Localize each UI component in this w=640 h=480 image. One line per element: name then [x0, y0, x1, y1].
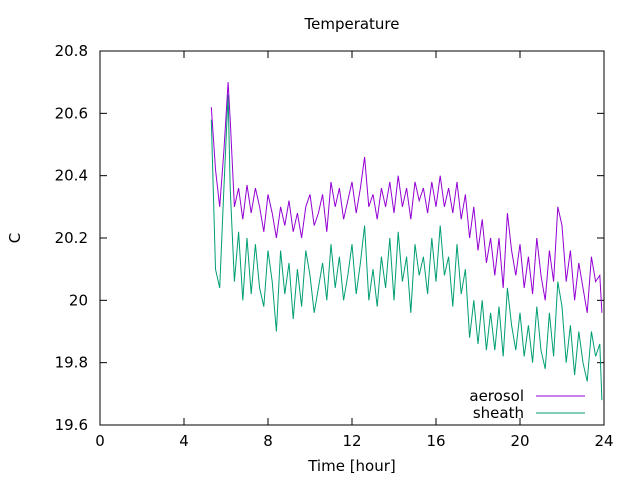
plot-frame	[99, 50, 605, 426]
y-tick-label: 19.6	[55, 416, 88, 434]
legend-label-sheath: sheath	[473, 404, 524, 422]
plot-area	[99, 50, 605, 426]
chart-title: Temperature	[303, 15, 399, 33]
x-tick-label: 8	[263, 432, 273, 450]
x-tick-label: 20	[510, 432, 529, 450]
x-tick-label: 0	[95, 432, 105, 450]
y-tick-label: 20.2	[55, 229, 88, 247]
legend-label-aerosol: aerosol	[469, 387, 524, 405]
x-axis-ticks: 0 4 8 12 16 20 24	[95, 51, 614, 450]
y-tick-label: 20	[69, 291, 88, 309]
x-tick-label: 24	[594, 432, 613, 450]
y-axis-ticks: 19.6 19.8 20 20.2 20.4 20.6 20.8	[55, 42, 604, 434]
series-line-sheath	[210, 94, 603, 401]
x-tick-label: 4	[179, 432, 189, 450]
y-tick-label: 20.6	[55, 104, 88, 122]
y-tick-label: 19.8	[55, 354, 88, 372]
y-tick-label: 20.8	[55, 42, 88, 60]
x-tick-label: 12	[342, 432, 361, 450]
y-axis-label: C	[6, 233, 24, 243]
x-axis-label: Time [hour]	[307, 457, 396, 475]
series-line-aerosol	[210, 82, 603, 313]
y-tick-label: 20.4	[55, 167, 88, 185]
x-tick-label: 16	[426, 432, 445, 450]
series-lines	[210, 82, 603, 401]
